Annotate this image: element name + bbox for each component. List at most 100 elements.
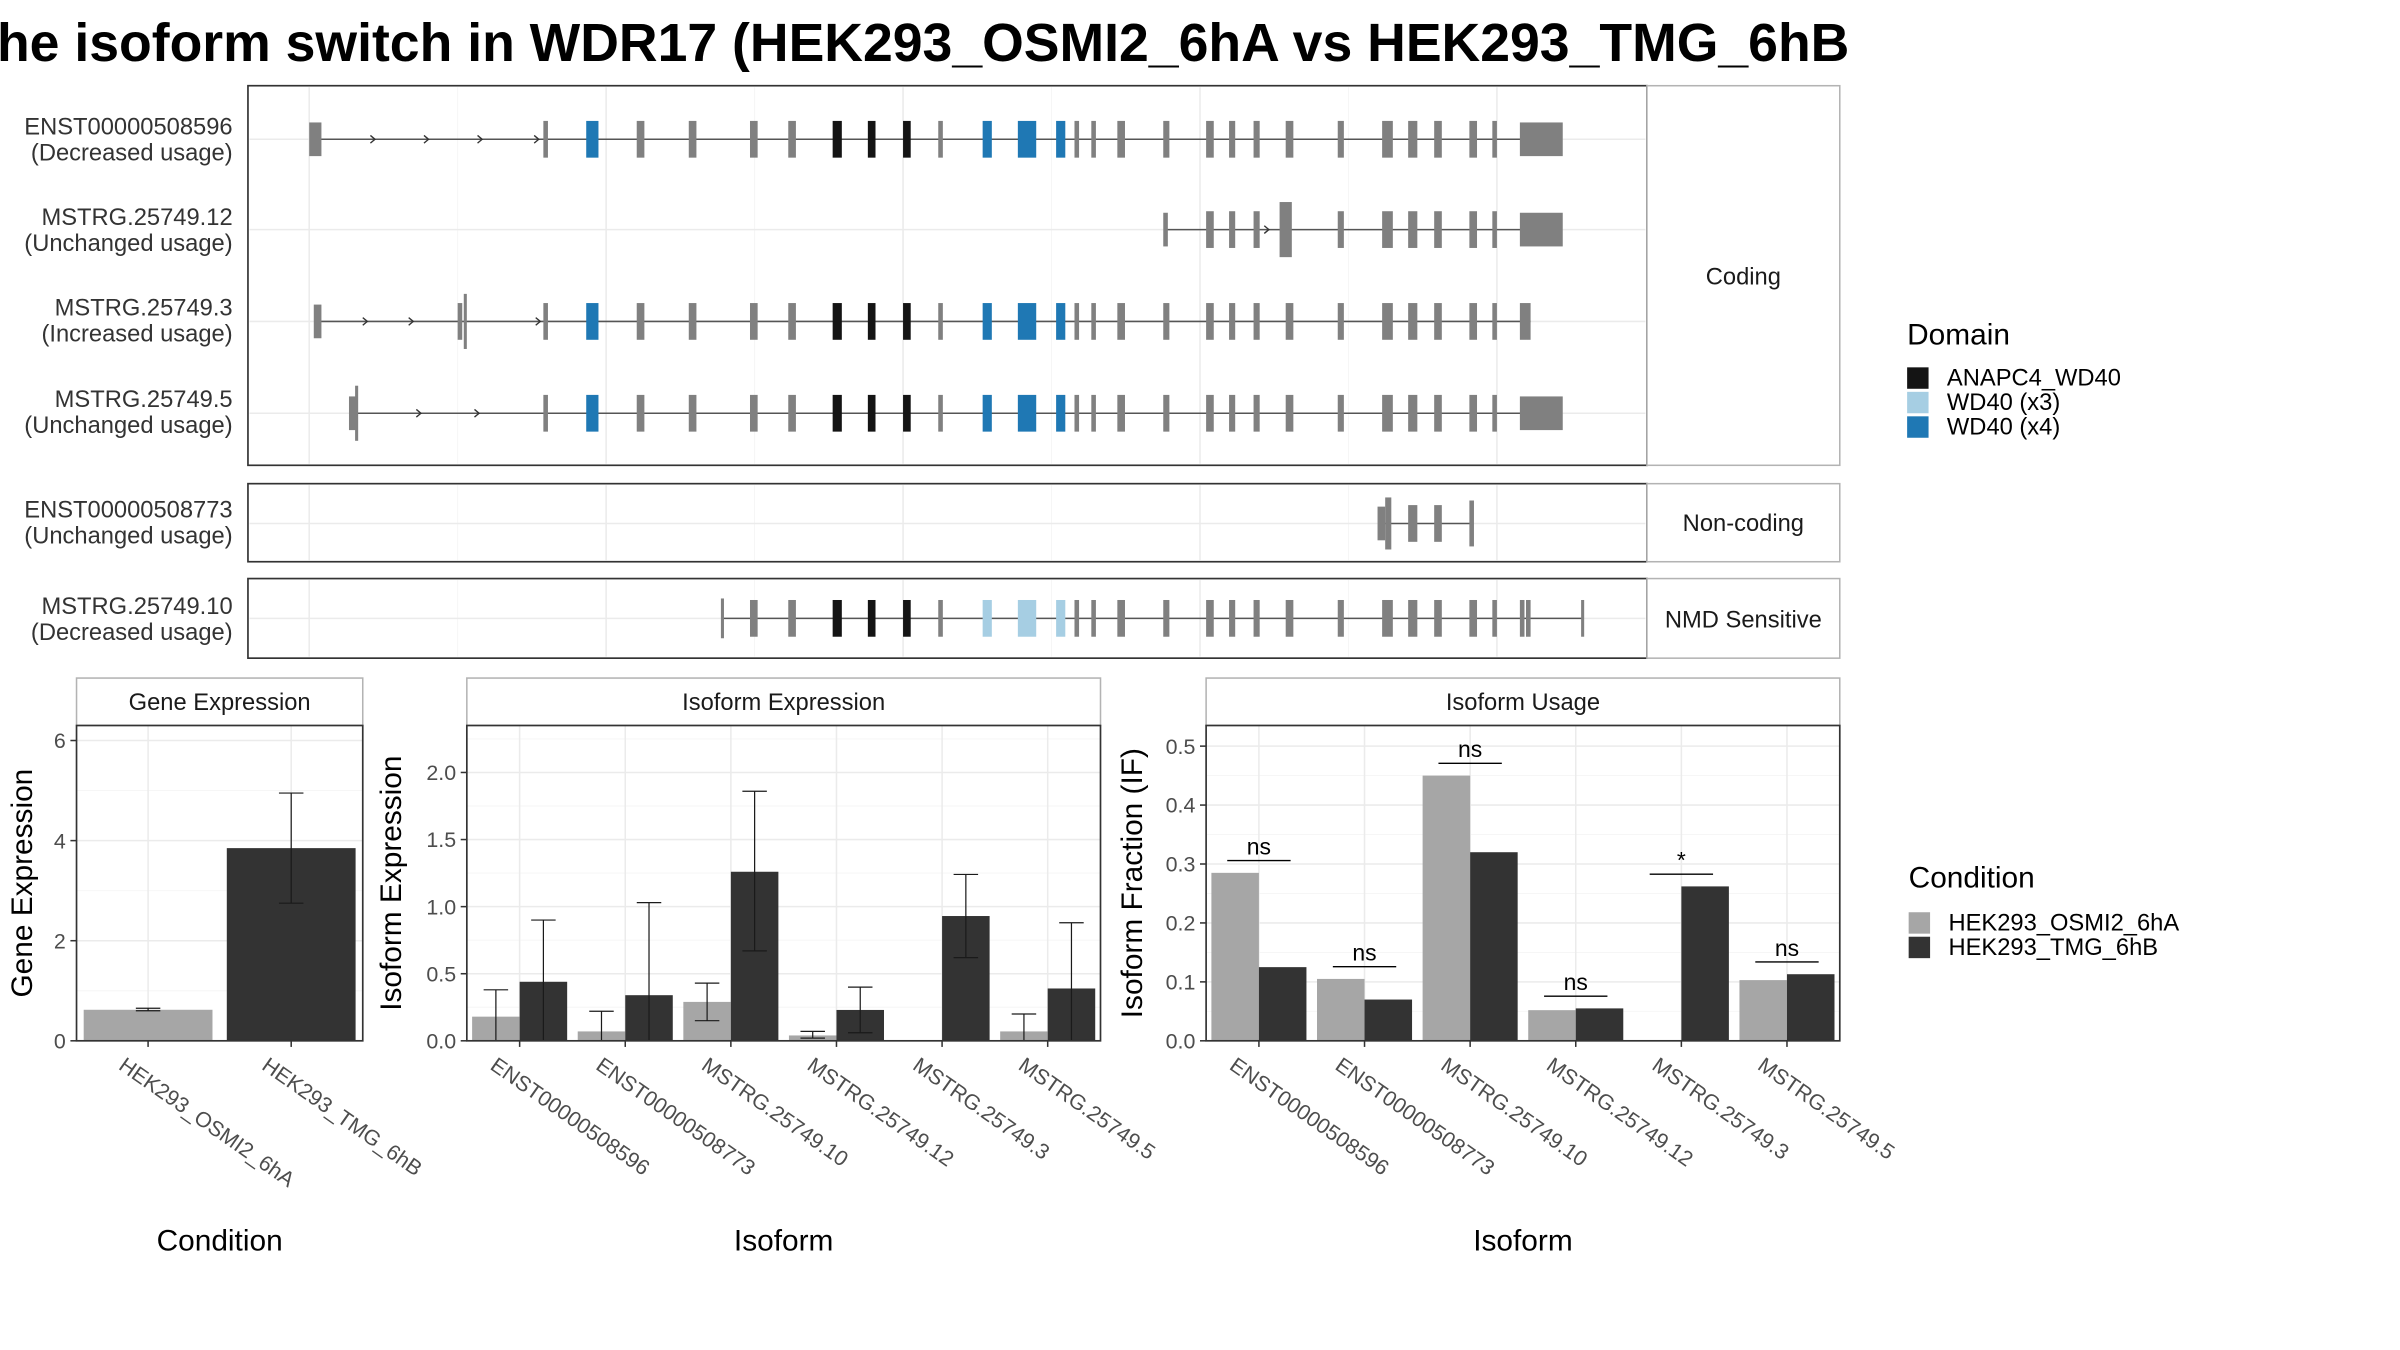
facet-nmd-label: NMD Sensitive [1665,608,1822,634]
transcript-usage-mstrg10: (Decreased usage) [31,620,233,646]
chart-usage-strip [1205,677,1841,727]
track-mstrg3-exon-9 [832,303,842,340]
track-mstrg10-exon-19 [1382,599,1393,637]
track-enst508596-exon-7 [832,120,842,158]
chart-usage-bar-1-0 [1258,967,1307,1041]
transcript-label-mstrg12: MSTRG.25749.12 [41,205,232,231]
track-mstrg5-exon-4 [636,394,645,432]
track-mstrg5-exon-1 [355,385,359,441]
legend-swatch-cond-b [1908,936,1931,959]
track-enst508596-exon-4 [688,120,697,158]
chart-gene-title: Gene Expression [129,690,311,716]
track-enst508596-exon-27 [1492,120,1497,158]
track-enst508773-exon-0 [1377,506,1386,541]
chart-usage-sig-label-4: * [1677,847,1686,873]
chart-iso-ytick-label-4: 2.0 [426,761,456,785]
track-mstrg12-exon-2 [1229,211,1236,248]
chart-usage-bar-0-3 [1528,1010,1576,1041]
track-mstrg3-exon-17 [1091,303,1096,340]
track-mstrg3-arrow-0 [362,317,369,326]
legend-condition: Condition HEK293_OSMI2_6hA HEK293_TMG_6h… [1909,862,2180,961]
legend-item-wd40x3: WD40 (x3) [1947,390,2060,416]
track-mstrg10-exon-11 [1091,599,1096,637]
track-mstrg3-arrow-2 [535,317,542,326]
track-mstrg5-exon-24 [1382,394,1393,432]
track-enst508596-exon-17 [1163,120,1170,158]
track-mstrg10-exon-16 [1253,599,1260,637]
track-mstrg3-exon-25 [1382,303,1393,340]
track-enst508596-exon-20 [1253,120,1260,158]
track-mstrg5-exon-21 [1253,394,1260,432]
chart-iso-xlabel: Isoform [734,1225,833,1258]
track-mstrg12-exon-8 [1434,211,1442,248]
track-mstrg10-exon-17 [1285,599,1294,637]
transcript-label-mstrg5: MSTRG.25749.5 [55,387,233,413]
track-mstrg10-exon-25 [1526,599,1531,637]
track-mstrg10-exon-1 [749,599,758,637]
legend-swatch-wd40x3 [1907,391,1929,414]
chart-gene-expression: Gene Expression Condition Gene Expressio… [6,677,426,1258]
track-mstrg3-exon-23 [1285,303,1294,340]
track-enst508596-exon-6 [788,120,796,158]
track-mstrg12-exon-5 [1337,211,1344,248]
chart-iso-ytick-label-1: 0.5 [426,962,456,986]
track-mstrg10-exon-13 [1163,599,1170,637]
transcript-usage-enst508596: (Decreased usage) [31,141,233,167]
track-enst508596-exon-2 [586,120,599,158]
chart-gene-ytick-label-0: 0 [54,1029,66,1053]
track-enst508596-exon-13 [1056,120,1066,158]
track-mstrg5-exon-17 [1117,394,1125,432]
track-mstrg12-exon-9 [1469,211,1478,248]
chart-iso-ytick-label-3: 1.5 [426,828,456,852]
track-mstrg5-exon-3 [586,394,599,432]
legend-swatch-cond-a [1908,912,1931,934]
track-mstrg5-exon-14 [1056,394,1066,432]
track-mstrg5-exon-8 [832,394,842,432]
track-mstrg10-exon-9 [1056,599,1066,637]
chart-gene-frame [75,724,364,1042]
chart-usage-bar-0-1 [1317,978,1365,1041]
transcript-label-enst508773: ENST00000508773 [24,497,232,523]
track-mstrg5-exon-18 [1163,394,1170,432]
track-enst508596-exon-1 [543,120,548,158]
track-mstrg12-exon-10 [1492,211,1497,248]
chart-iso-ytick-label-0: 0.0 [426,1029,456,1053]
track-mstrg5-exon-12 [982,394,992,432]
track-enst508596-exon-3 [636,120,645,158]
track-enst508596-exon-8 [867,120,876,158]
track-mstrg10-exon-26 [1581,599,1585,637]
chart-usage-bar-1-3 [1575,1008,1624,1041]
chart-usage-ytick-label-3: 0.3 [1166,853,1196,877]
facet-noncoding-strip [1646,482,1841,563]
legend-item-wd40x4: WD40 (x4) [1947,415,2060,441]
chart-isoform-usage: Isoform Usage Isoform Isoform Fraction (… [1116,677,1899,1258]
track-mstrg3-exon-30 [1519,303,1527,340]
track-enst508596-exon-10 [938,120,943,158]
chart-usage-sig-label-2: ns [1458,736,1482,762]
transcript-structure: Coding Non-coding NMD Sensitive ENST0000… [24,84,1841,659]
chart-usage-bar-0-5 [1739,980,1787,1041]
facet-coding-label: Coding [1706,265,1781,291]
chart-gene-bar-0-0 [83,1009,213,1041]
legend-item-anapc4: ANAPC4_WD40 [1947,366,2121,392]
track-mstrg3-arrow-1 [408,317,415,326]
legend-domain: Domain ANAPC4_WD40 WD40 (x3) WD40 (x4) [1907,318,2121,441]
track-enst508596-arrow-3 [533,134,540,144]
track-mstrg3-exon-5 [636,303,645,340]
chart-iso-ytick-label-2: 1.0 [426,895,456,919]
legend-domain-title: Domain [1907,318,2010,351]
track-mstrg12-exon-6 [1382,211,1393,248]
track-mstrg10-exon-10 [1074,599,1080,637]
transcript-usage-mstrg5: (Unchanged usage) [24,413,232,439]
track-enst508596-exon-24 [1408,120,1418,158]
track-mstrg5-exon-16 [1091,394,1096,432]
track-enst508596-exon-0 [309,122,322,157]
track-mstrg5-arrow-1 [474,408,481,418]
chart-usage-bar-0-2 [1422,775,1471,1041]
chart-gene-ytick-label-2: 4 [54,829,66,853]
transcript-label-mstrg3: MSTRG.25749.3 [55,295,233,321]
track-mstrg5-exon-20 [1229,394,1236,432]
chart-usage-frame [1205,724,1841,1042]
track-enst508773-exon-4 [1469,500,1474,547]
facet-noncoding-label: Non-coding [1683,511,1804,537]
